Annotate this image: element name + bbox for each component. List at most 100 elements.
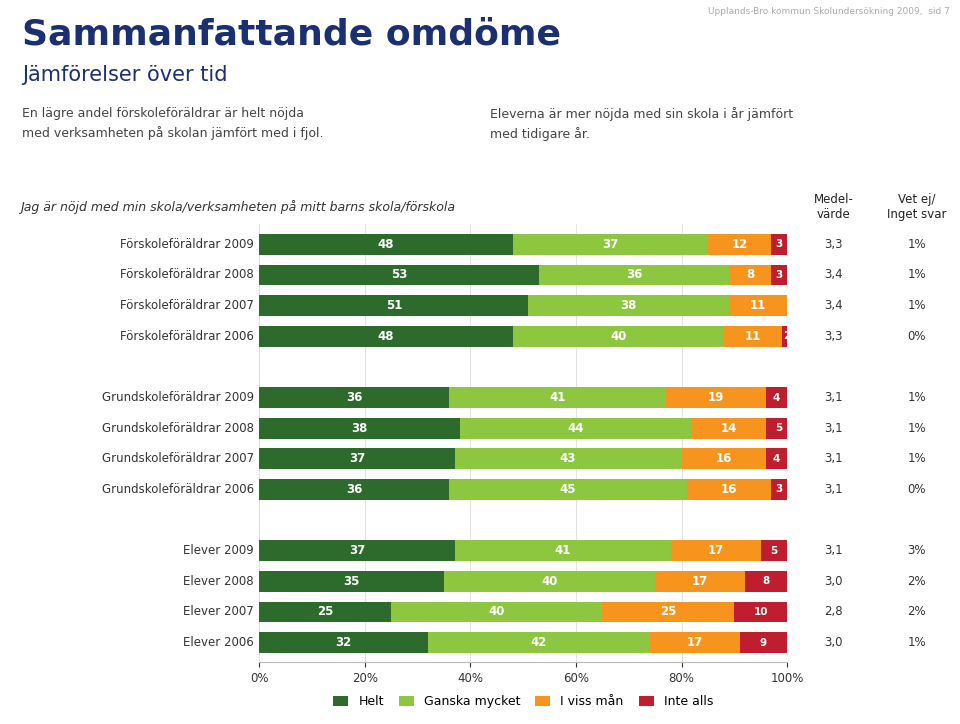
- Text: 14: 14: [721, 421, 737, 434]
- Text: 40: 40: [541, 575, 558, 588]
- Bar: [687, 479, 772, 500]
- Text: 12: 12: [732, 238, 748, 251]
- Text: 36: 36: [346, 483, 363, 496]
- Text: 4: 4: [773, 392, 780, 403]
- Text: 2: 2: [783, 332, 791, 341]
- Text: 38: 38: [620, 299, 637, 312]
- Bar: [259, 264, 540, 285]
- Text: Grundskoleföräldrar 2008: Grundskoleföräldrar 2008: [102, 421, 254, 434]
- Bar: [455, 448, 682, 469]
- Bar: [682, 448, 766, 469]
- Text: Jämförelser över tid: Jämförelser över tid: [22, 65, 228, 85]
- Text: 43: 43: [560, 452, 576, 466]
- Text: 5: 5: [770, 546, 778, 555]
- Text: 1%: 1%: [907, 269, 926, 282]
- Bar: [259, 387, 449, 408]
- Text: 48: 48: [377, 329, 395, 342]
- Bar: [745, 571, 787, 592]
- Text: 48: 48: [377, 238, 395, 251]
- Text: 3,3: 3,3: [825, 329, 843, 342]
- Text: Grundskoleföräldrar 2007: Grundskoleföräldrar 2007: [102, 452, 254, 466]
- Text: 41: 41: [555, 544, 571, 557]
- Text: 8: 8: [762, 576, 770, 586]
- Text: 17: 17: [708, 544, 724, 557]
- Bar: [449, 387, 666, 408]
- Text: Grundskoleföräldrar 2006: Grundskoleföräldrar 2006: [102, 483, 254, 496]
- Text: 2%: 2%: [907, 605, 926, 618]
- Text: Jag är nöjd med min skola/verksamheten på mitt barns skola/förskola: Jag är nöjd med min skola/verksamheten p…: [19, 200, 455, 214]
- Bar: [766, 418, 793, 439]
- Text: 3: 3: [776, 484, 783, 494]
- Text: 3: 3: [776, 270, 783, 280]
- Bar: [708, 234, 772, 255]
- Text: 36: 36: [346, 391, 363, 404]
- Text: 0%: 0%: [907, 483, 926, 496]
- Legend: Helt, Ganska mycket, I viss mån, Inte alls: Helt, Ganska mycket, I viss mån, Inte al…: [328, 690, 718, 713]
- Bar: [782, 326, 793, 347]
- Text: 3,0: 3,0: [825, 636, 843, 649]
- Text: 9: 9: [760, 638, 767, 647]
- Bar: [772, 264, 787, 285]
- Bar: [259, 234, 513, 255]
- Text: 3,1: 3,1: [825, 483, 843, 496]
- Text: 37: 37: [348, 452, 365, 466]
- Text: 3: 3: [776, 240, 783, 249]
- Bar: [730, 264, 772, 285]
- Text: 8: 8: [746, 269, 755, 282]
- Bar: [734, 602, 787, 623]
- Text: 19: 19: [708, 391, 724, 404]
- Text: 3,1: 3,1: [825, 452, 843, 466]
- Text: Vet ej/
Inget svar: Vet ej/ Inget svar: [887, 193, 947, 221]
- Text: 25: 25: [660, 605, 677, 618]
- Bar: [259, 632, 428, 653]
- Bar: [392, 602, 603, 623]
- Bar: [528, 295, 730, 316]
- Text: 0%: 0%: [907, 329, 926, 342]
- Text: Elever 2007: Elever 2007: [183, 605, 254, 618]
- Text: 32: 32: [336, 636, 351, 649]
- Bar: [444, 571, 655, 592]
- Text: 5: 5: [776, 423, 783, 433]
- Bar: [259, 448, 455, 469]
- Bar: [540, 264, 730, 285]
- Text: Förskoleföräldrar 2006: Förskoleföräldrar 2006: [120, 329, 254, 342]
- Text: 3,1: 3,1: [825, 421, 843, 434]
- Text: 51: 51: [386, 299, 402, 312]
- Text: 36: 36: [626, 269, 642, 282]
- Text: 1%: 1%: [907, 391, 926, 404]
- Text: 1%: 1%: [907, 452, 926, 466]
- Bar: [460, 418, 692, 439]
- Bar: [259, 571, 444, 592]
- Text: 1%: 1%: [907, 299, 926, 312]
- Text: Eleverna är mer nöjda med sin skola i år jämfört
med tidigare år.: Eleverna är mer nöjda med sin skola i år…: [490, 107, 793, 140]
- Bar: [724, 326, 782, 347]
- Bar: [766, 448, 787, 469]
- Text: 4: 4: [773, 454, 780, 464]
- Bar: [513, 234, 708, 255]
- Text: 40: 40: [610, 329, 627, 342]
- Text: 37: 37: [348, 544, 365, 557]
- Bar: [259, 540, 455, 561]
- Text: 1%: 1%: [907, 636, 926, 649]
- Text: Förskoleföräldrar 2007: Förskoleföräldrar 2007: [120, 299, 254, 312]
- Text: Förskoleföräldrar 2008: Förskoleföräldrar 2008: [120, 269, 254, 282]
- Bar: [259, 418, 460, 439]
- Text: 3,1: 3,1: [825, 544, 843, 557]
- Text: 42: 42: [531, 636, 547, 649]
- Text: 25: 25: [317, 605, 333, 618]
- Text: 40: 40: [489, 605, 505, 618]
- Text: 11: 11: [750, 299, 766, 312]
- Text: Medel-
värde: Medel- värde: [814, 193, 853, 221]
- Text: 17: 17: [692, 575, 708, 588]
- Text: Elever 2009: Elever 2009: [183, 544, 254, 557]
- Bar: [428, 632, 650, 653]
- Text: 17: 17: [686, 636, 703, 649]
- Bar: [455, 540, 671, 561]
- Text: Grundskoleföräldrar 2009: Grundskoleföräldrar 2009: [102, 391, 254, 404]
- Text: 53: 53: [391, 269, 407, 282]
- Text: 44: 44: [567, 421, 585, 434]
- Text: 3%: 3%: [907, 544, 926, 557]
- Text: 3,1: 3,1: [825, 391, 843, 404]
- Text: Upplands-Bro kommun Skolundersökning 2009,  sid 7: Upplands-Bro kommun Skolundersökning 200…: [708, 7, 950, 16]
- Bar: [772, 479, 787, 500]
